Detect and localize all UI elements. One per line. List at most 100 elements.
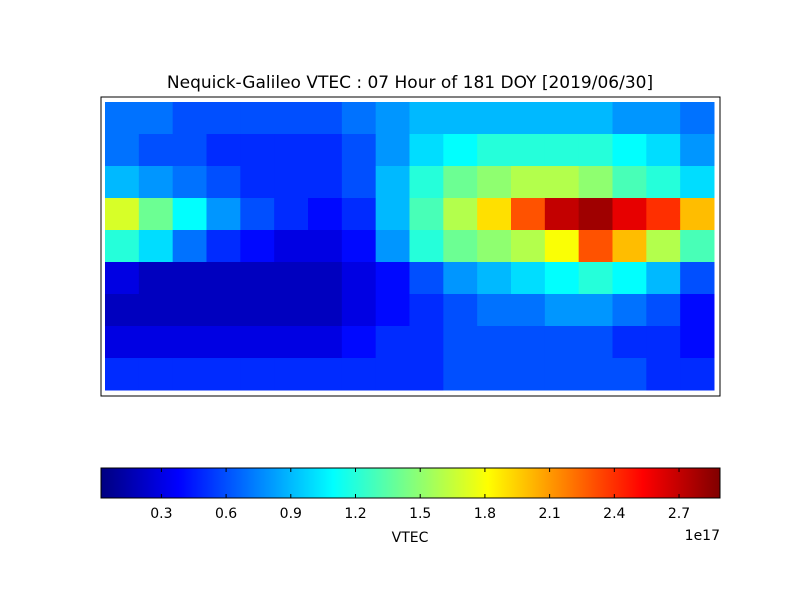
heat-cell — [341, 198, 377, 231]
heat-cell — [511, 230, 546, 263]
heat-cell — [646, 262, 681, 295]
heat-cell — [138, 358, 174, 391]
heat-cell — [341, 166, 377, 199]
heat-cell — [308, 134, 343, 167]
heat-cell — [138, 134, 174, 167]
heat-cell — [544, 134, 580, 167]
heat-cell — [105, 294, 140, 327]
heat-cell — [206, 262, 241, 295]
heat-cell — [680, 198, 715, 231]
heat-cell — [308, 198, 343, 231]
heat-cell — [341, 262, 377, 295]
heat-cell — [206, 102, 241, 135]
heat-cell — [375, 102, 410, 135]
heat-cell — [105, 166, 140, 199]
heat-cell — [612, 262, 647, 295]
heat-cell — [375, 166, 410, 199]
heat-cell — [240, 230, 275, 263]
colorbar — [100, 467, 721, 499]
heat-cell — [612, 102, 647, 135]
heat-cell — [680, 326, 715, 359]
colorbar-tick-label: 1.2 — [344, 506, 366, 522]
heat-cell — [409, 326, 444, 359]
heat-cell — [511, 262, 546, 295]
heat-cell — [172, 294, 207, 327]
heat-cell — [274, 134, 309, 167]
heat-cell — [138, 262, 174, 295]
heat-cell — [274, 166, 309, 199]
heat-cell — [308, 166, 343, 199]
heat-cell — [375, 134, 410, 167]
heat-cell — [341, 230, 377, 263]
heat-cell — [646, 230, 681, 263]
heat-cell — [375, 294, 410, 327]
heat-cell — [511, 166, 546, 199]
heat-cell — [443, 262, 478, 295]
heat-cell — [240, 326, 275, 359]
heat-cell — [612, 358, 647, 391]
map-frame — [100, 96, 721, 397]
heat-cell — [544, 198, 580, 231]
heat-cell — [375, 198, 410, 231]
heat-cell — [240, 294, 275, 327]
heat-cell — [240, 134, 275, 167]
heat-cell — [240, 166, 275, 199]
colorbar-tick-label: 1.5 — [409, 506, 431, 522]
heat-cell — [274, 294, 309, 327]
heat-cell — [341, 102, 377, 135]
heat-cell — [409, 166, 444, 199]
heat-cell — [477, 230, 512, 263]
heat-cell — [105, 262, 140, 295]
heat-cell — [578, 358, 613, 391]
heat-cell — [206, 358, 241, 391]
heat-cell — [105, 134, 140, 167]
heat-cell — [274, 358, 309, 391]
heat-cell — [172, 102, 207, 135]
heat-cell — [544, 294, 580, 327]
heat-cell — [680, 134, 715, 167]
heat-cell — [274, 102, 309, 135]
heat-cell — [138, 230, 174, 263]
heat-cell — [511, 326, 546, 359]
colorbar-tick-label: 0.9 — [280, 506, 302, 522]
heat-cell — [646, 102, 681, 135]
heat-cell — [680, 358, 715, 391]
heat-cell — [308, 102, 343, 135]
heat-cell — [578, 198, 613, 231]
heat-cell — [443, 198, 478, 231]
heat-cell — [544, 358, 580, 391]
heat-cell — [443, 358, 478, 391]
heat-cell — [544, 166, 580, 199]
heat-cell — [544, 230, 580, 263]
heat-cell — [612, 294, 647, 327]
heat-cell — [511, 134, 546, 167]
heat-cell — [443, 326, 478, 359]
heat-cell — [172, 326, 207, 359]
heat-cell — [274, 198, 309, 231]
heat-cell — [646, 326, 681, 359]
colorbar-tick-label: 0.3 — [150, 506, 172, 522]
heat-cell — [578, 230, 613, 263]
heat-cell — [375, 358, 410, 391]
heat-cell — [443, 294, 478, 327]
heat-cell — [105, 358, 140, 391]
heat-cell — [206, 134, 241, 167]
heat-cell — [612, 230, 647, 263]
heat-cell — [612, 198, 647, 231]
heat-cell — [308, 358, 343, 391]
heat-cell — [341, 134, 377, 167]
heat-cell — [511, 358, 546, 391]
heat-cell — [477, 358, 512, 391]
heat-cell — [240, 262, 275, 295]
heat-cell — [409, 134, 444, 167]
heat-cell — [477, 166, 512, 199]
heat-cell — [646, 294, 681, 327]
heat-cell — [341, 358, 377, 391]
heat-cell — [206, 198, 241, 231]
heat-cell — [274, 230, 309, 263]
heat-cell — [308, 326, 343, 359]
heat-cell — [612, 134, 647, 167]
heat-cell — [308, 294, 343, 327]
heat-cell — [443, 102, 478, 135]
heat-cell — [138, 102, 174, 135]
